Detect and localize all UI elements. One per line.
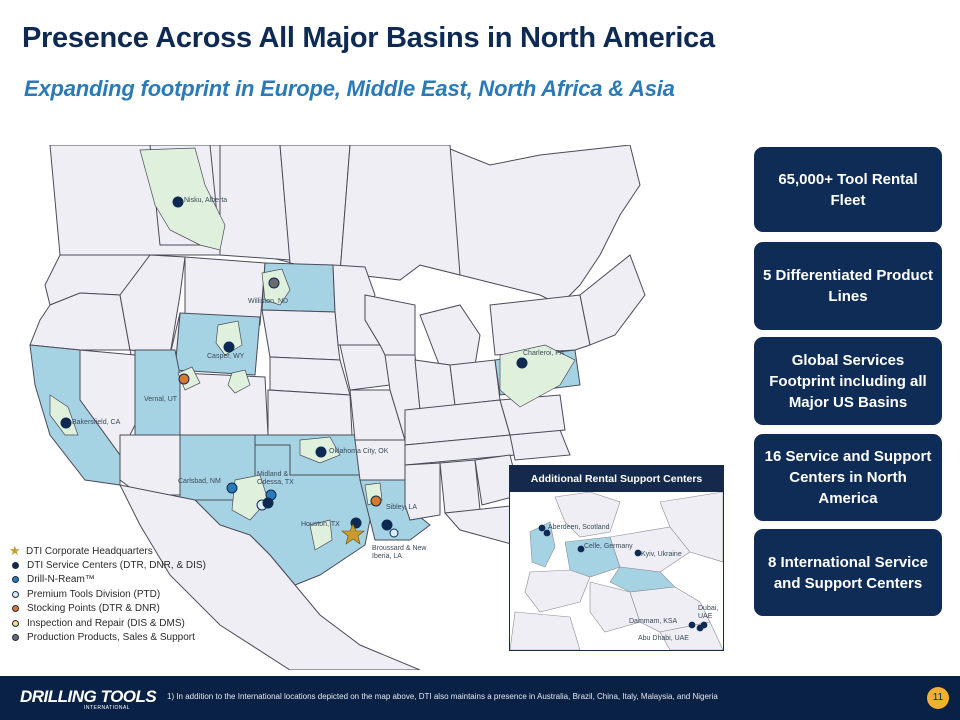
international-inset-map: Additional Rental Support Centers Aberde… <box>509 465 724 651</box>
label-casper: Casper, WY <box>207 353 245 360</box>
legend-label: DTI Service Centers (DTR, DNR, & DIS) <box>27 560 206 572</box>
card-product-lines: 5 Differentiated Product Lines <box>754 242 942 330</box>
label-charleroi: Charleroi, PA <box>523 350 565 357</box>
star-icon: ★ <box>9 543 21 559</box>
legend-item: Inspection and Repair (DIS & DMS) <box>10 616 206 630</box>
slide-subtitle: Expanding footprint in Europe, Middle Ea… <box>24 76 675 101</box>
label-nisku: Nisku, Alberta <box>184 197 228 204</box>
legend-item: Drill-N-Ream™ <box>10 573 206 587</box>
dot-icon <box>12 634 19 642</box>
label-dubai: Dubai, UAE <box>698 605 719 620</box>
footer-bar <box>0 676 960 720</box>
label-oklahoma: Oklahoma City, OK <box>329 448 389 455</box>
page-number-badge: 11 <box>927 687 949 709</box>
inset-title: Additional Rental Support Centers <box>510 466 723 492</box>
legend-label: Drill-N-Ream™ <box>27 574 95 586</box>
map-graphic <box>29 145 646 670</box>
card-intl-service-centers: 8 International Service and Support Cent… <box>754 529 942 616</box>
dot-icon <box>12 619 19 627</box>
label-abudhabi: Abu Dhabi, UAE <box>638 635 689 642</box>
slide-title: Presence Across All Major Basins in Nort… <box>22 22 715 54</box>
card-na-service-centers: 16 Service and Support Centers in North … <box>754 434 942 521</box>
legend-label: Production Products, Sales & Support <box>27 632 195 644</box>
dot-icon <box>12 576 19 584</box>
legend-label: Premium Tools Division (PTD) <box>27 588 161 600</box>
label-dammam: Dammam, KSA <box>629 618 678 625</box>
dot-icon <box>12 605 19 613</box>
label-broussard: Broussard & New Iberia, LA <box>372 545 427 560</box>
label-sibley: Sibley, LA <box>386 504 417 511</box>
north-america-map: Nisku, Alberta Williston, ND Casper, WY … <box>20 145 750 670</box>
legend-label: DTI Corporate Headquarters <box>26 545 153 557</box>
legend-item: Premium Tools Division (PTD) <box>10 587 206 601</box>
map-legend: ★ DTI Corporate Headquarters DTI Service … <box>9 543 206 645</box>
card-tool-rental-fleet: 65,000+ Tool Rental Fleet <box>754 147 942 232</box>
label-midland: Midland & Odessa, TX <box>257 471 294 486</box>
label-carlsbad: Carlsbad, NM <box>178 478 221 485</box>
company-logo-sub: INTERNATIONAL <box>84 705 131 711</box>
label-celle: Celle, Germany <box>584 543 633 550</box>
label-williston: Williston, ND <box>248 298 289 305</box>
card-global-footprint: Global Services Footprint including all … <box>754 337 942 425</box>
europe-map-graphic <box>510 492 723 650</box>
company-logo: DRILLING TOOLS <box>20 687 157 706</box>
legend-item: Stocking Points (DTR & DNR) <box>10 602 206 616</box>
legend-item: Production Products, Sales & Support <box>10 630 206 644</box>
label-bakersfield: Bakersfield, CA <box>72 419 121 426</box>
dot-icon <box>12 590 19 598</box>
label-kyiv: Kyiv, Ukraine <box>641 551 682 558</box>
legend-label: Inspection and Repair (DIS & DMS) <box>27 617 185 629</box>
footnote: 1) In addition to the International loca… <box>167 692 718 701</box>
label-vernal: Vernal, UT <box>144 396 178 403</box>
dot-icon <box>12 562 19 570</box>
legend-item: ★ DTI Corporate Headquarters <box>9 543 206 559</box>
legend-label: Stocking Points (DTR & DNR) <box>27 603 160 615</box>
legend-item: DTI Service Centers (DTR, DNR, & DIS) <box>10 558 206 572</box>
label-aberdeen: Aberdeen, Scotland <box>548 524 610 531</box>
label-houston: Houston, TX <box>301 521 340 528</box>
